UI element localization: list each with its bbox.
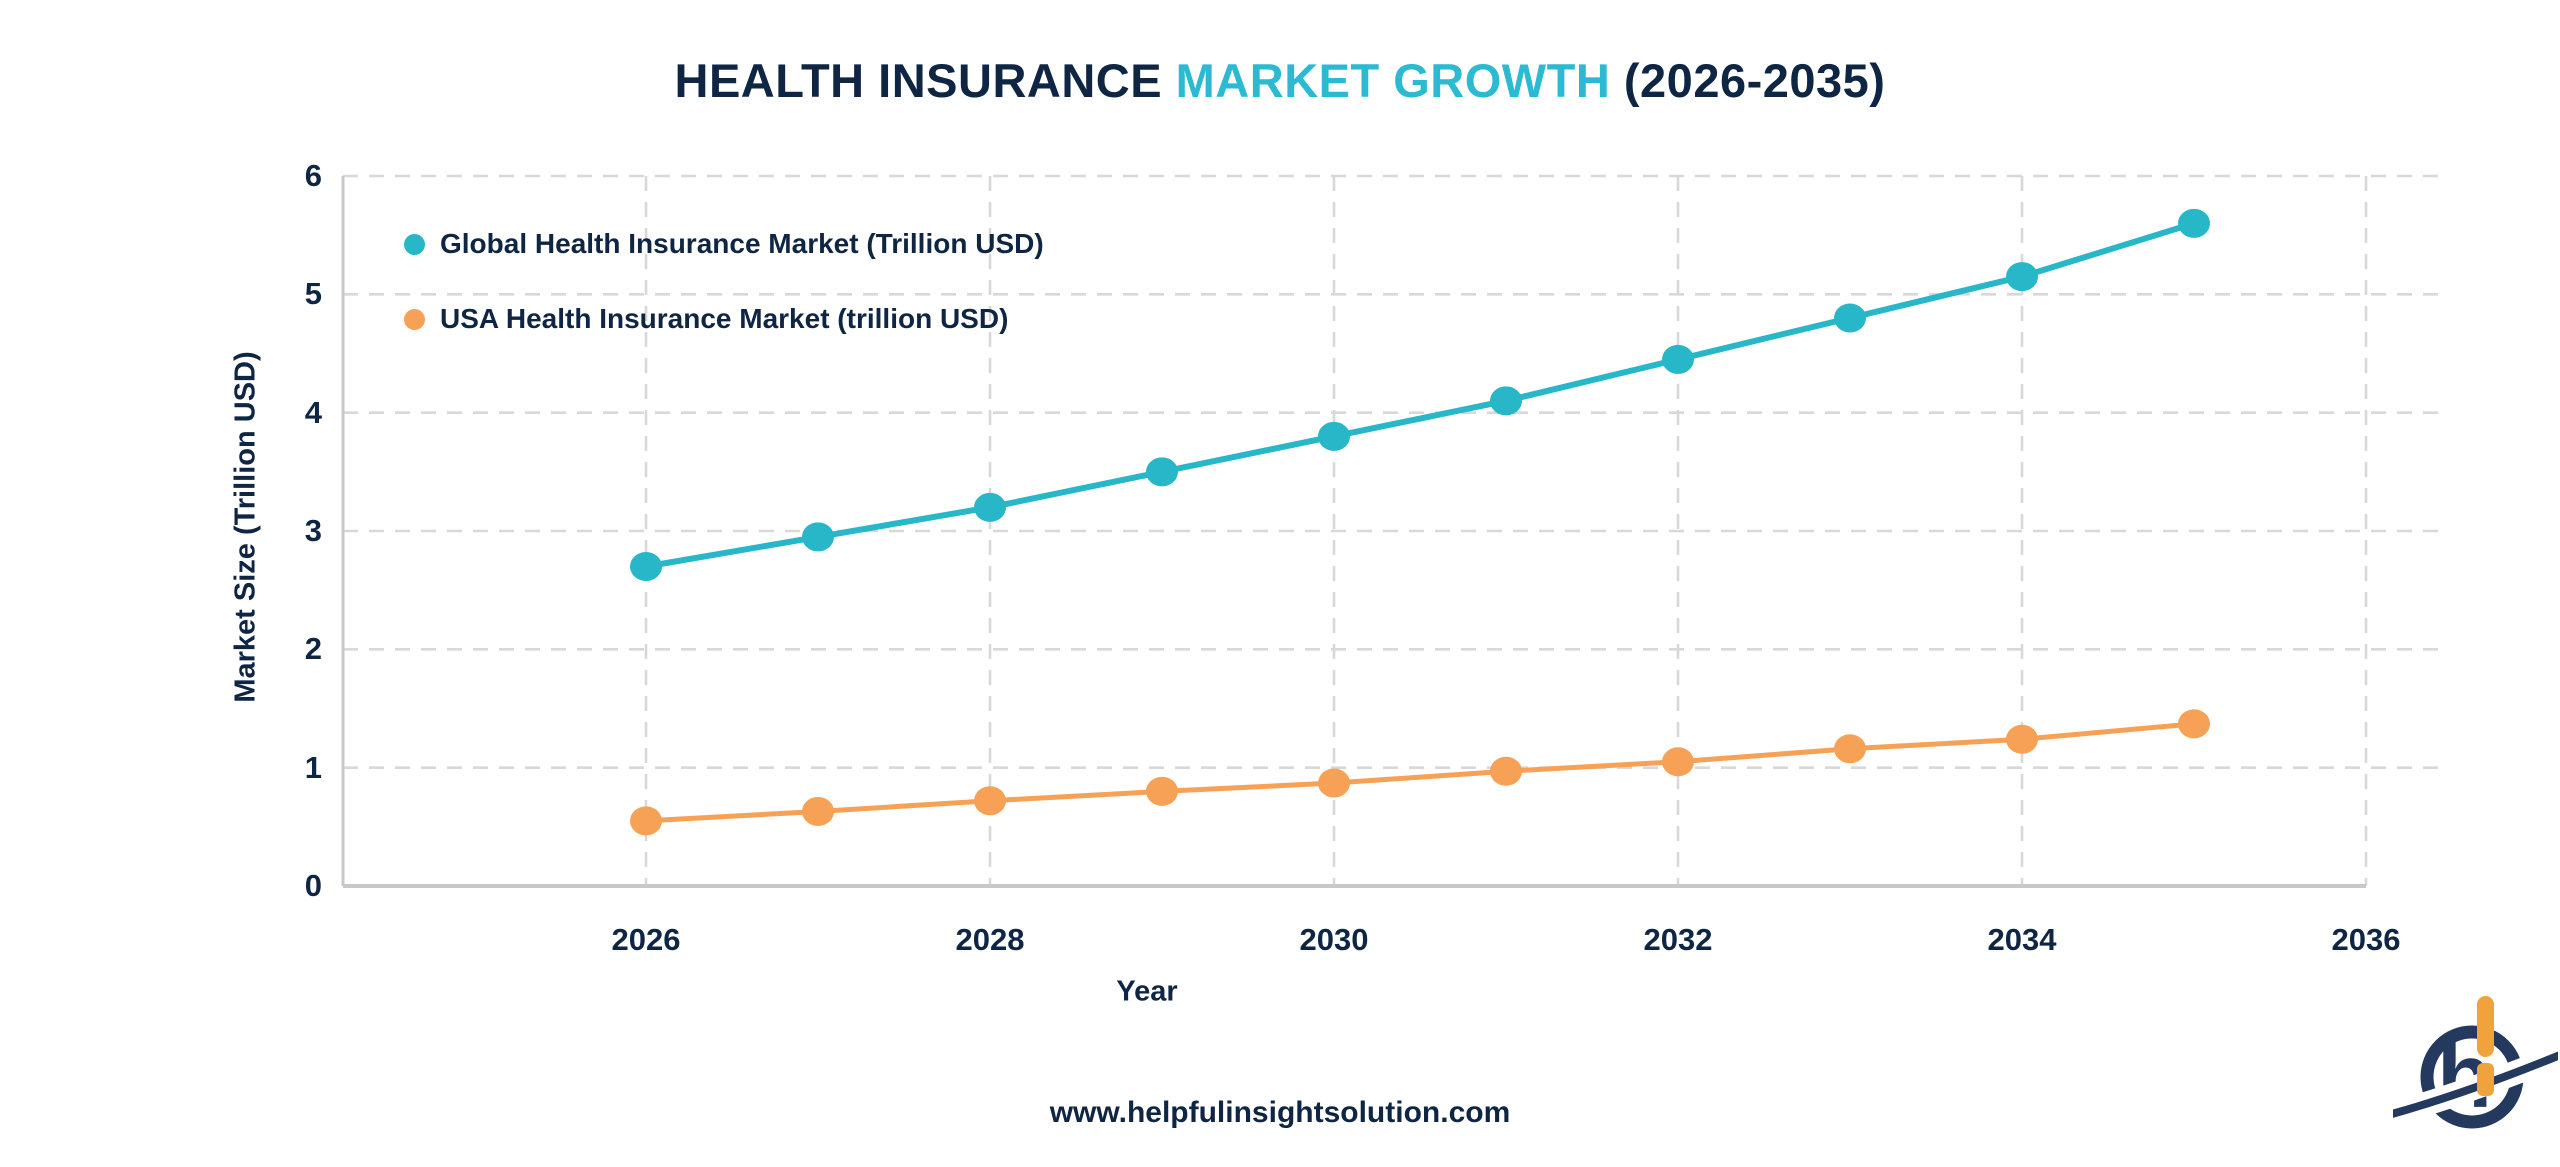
y-tick-label: 2 [304, 631, 322, 667]
usa-data-point [1834, 734, 1866, 764]
x-tick-label: 2034 [1987, 922, 2057, 957]
x-tick-label: 2026 [611, 922, 681, 957]
legend-marker-global-icon [404, 233, 425, 255]
legend-label-global: Global Health Insurance Market (Trillion… [440, 228, 1044, 259]
usa-data-point [802, 796, 834, 826]
global-data-point [2178, 208, 2210, 238]
x-axis-title: Year [1116, 975, 1178, 1008]
y-tick-label: 1 [304, 749, 322, 785]
x-tick-label: 2030 [1299, 922, 1369, 957]
global-data-point [974, 492, 1006, 522]
x-tick-label: 2028 [955, 922, 1025, 957]
global-data-point [2006, 262, 2038, 292]
usa-data-point [1662, 747, 1694, 777]
global-data-point [1146, 457, 1178, 487]
usa-data-point [1490, 756, 1522, 786]
legend-label-usa: USA Health Insurance Market (trillion US… [440, 303, 1009, 334]
chart-title: HEALTH INSURANCE MARKET GROWTH (2026-203… [0, 53, 2560, 108]
legend: Global Health Insurance Market (Trillion… [404, 222, 1044, 372]
y-tick-label: 5 [304, 276, 322, 312]
global-series-line [645, 220, 2195, 570]
logo-letter-i-body [2477, 1063, 2494, 1096]
usa-series-line [645, 721, 2195, 824]
title-suffix: (2026-2035) [1623, 54, 1886, 108]
global-data-point [1662, 344, 1694, 374]
global-data-point [1490, 386, 1522, 416]
logo-letter-i-top [2477, 996, 2494, 1057]
y-tick-label: 4 [304, 394, 322, 430]
usa-data-point [1146, 776, 1178, 806]
x-tick-label: 2036 [2331, 922, 2401, 957]
company-logo: h [2393, 996, 2558, 1129]
usa-data-point [630, 806, 662, 836]
title-prefix: HEALTH INSURANCE [674, 54, 1163, 108]
legend-marker-usa-icon [404, 308, 425, 330]
y-tick-label: 0 [304, 868, 322, 903]
legend-item-global: Global Health Insurance Market (Trillion… [404, 222, 1044, 266]
global-data-point [630, 552, 662, 581]
x-tick-label: 2032 [1643, 922, 1713, 957]
legend-item-usa: USA Health Insurance Market (trillion US… [404, 297, 1044, 341]
usa-data-point [2006, 724, 2038, 754]
logo-swoosh [2393, 1051, 2558, 1118]
usa-data-point [1318, 768, 1350, 798]
y-tick-label: 6 [304, 158, 322, 193]
global-data-point [1318, 421, 1350, 451]
global-data-point [802, 522, 834, 552]
global-data-point [1834, 303, 1866, 333]
usa-data-point [974, 786, 1006, 816]
y-tick-label: 3 [304, 513, 322, 548]
usa-data-point [2178, 709, 2210, 739]
website-url: www.helpfulinsightsolution.com [1049, 1096, 1511, 1129]
title-highlight: MARKET GROWTH [1175, 54, 1611, 108]
